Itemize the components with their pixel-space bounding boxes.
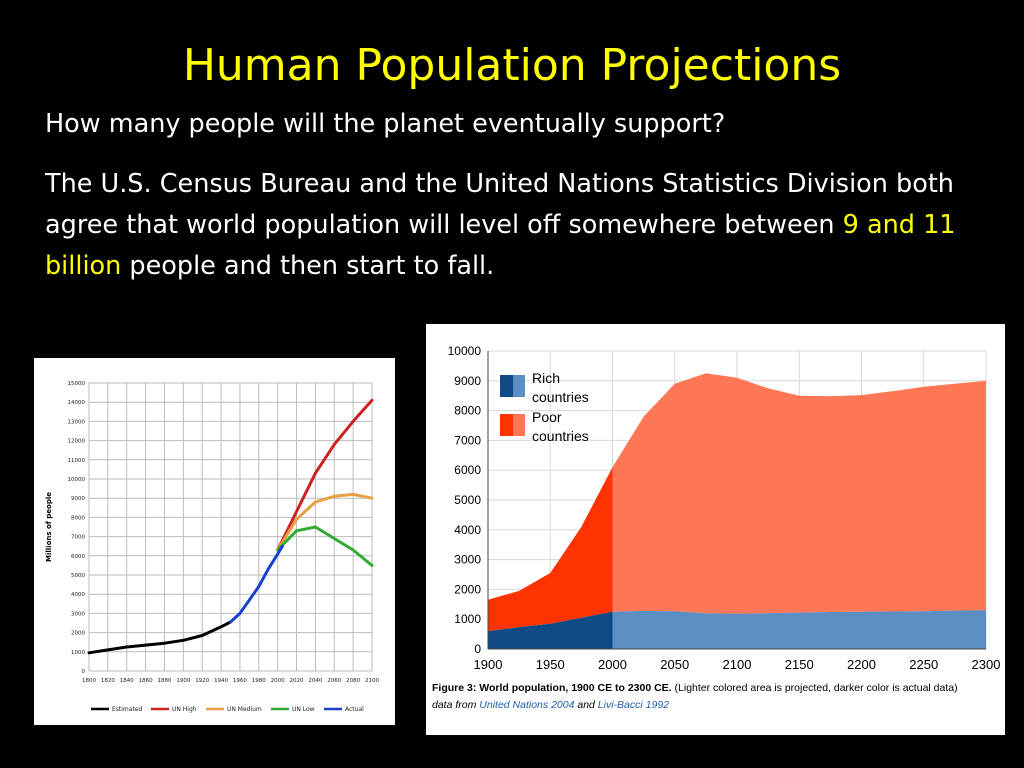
y-tick-label: 3000 [71, 611, 85, 617]
x-tick-label: 2100 [365, 678, 379, 684]
y-tick-label: 11000 [68, 458, 86, 464]
y-tick-label: 12000 [68, 439, 86, 445]
y-tick-label: 4000 [454, 523, 481, 537]
y-tick-label: 7000 [71, 535, 85, 541]
legend-label: UN Medium [227, 706, 262, 713]
series-line-un-high [276, 398, 374, 552]
slide-title: Human Population Projections [182, 40, 842, 91]
x-tick-label: 1960 [233, 678, 247, 684]
caption-source: data from United Nations 2004 and Livi-B… [432, 699, 669, 711]
x-tick-label: 1860 [139, 678, 153, 684]
x-tick-label: 2300 [972, 657, 1001, 672]
legend-label: Rich [532, 370, 560, 386]
y-axis-label: Millions of people [45, 492, 53, 562]
legend-swatch-actual [500, 414, 513, 436]
caption-source-and: and [574, 699, 598, 711]
slide-body: The U.S. Census Bureau and the United Na… [45, 164, 960, 287]
legend-label: Actual [345, 706, 364, 713]
rich-countries-projected-area [612, 610, 986, 649]
x-tick-label: 1900 [474, 657, 503, 672]
y-tick-label: 9000 [454, 374, 481, 388]
x-tick-label: 2150 [785, 657, 814, 672]
caption-note: (Lighter colored area is projected, dark… [671, 682, 958, 694]
x-tick-label: 2080 [346, 678, 360, 684]
world-population-area-chart: 0 1000 2000 3000 4000 5000 6000 7000 8000 9000 100… [426, 324, 1005, 735]
legend-label: UN Low [292, 706, 315, 713]
y-tick-label: 5000 [71, 573, 85, 579]
x-tick-label: 1980 [252, 678, 266, 684]
y-tick-label: 1000 [454, 612, 481, 626]
x-tick-label: 1950 [536, 657, 565, 672]
y-tick-label: 1000 [71, 650, 85, 656]
legend-label: countries [532, 389, 589, 405]
series-line-estimated [87, 620, 232, 655]
area-chart-svg: 0 1000 2000 3000 4000 5000 6000 7000 8000 9000 100… [448, 344, 1001, 672]
y-tick-label: 4000 [71, 592, 85, 598]
un-projection-chart: 1800 1820 1840 1860 1880 1900 1920 1940 1960 1980… [34, 358, 395, 725]
y-tick-label: 9000 [71, 496, 85, 502]
x-tick-label: 2060 [327, 678, 341, 684]
y-tick-label: 6000 [71, 554, 85, 560]
x-tick-label: 2100 [723, 657, 752, 672]
slide-question: How many people will the planet eventual… [45, 109, 726, 139]
poor-countries-projected-area [612, 373, 986, 614]
y-tick-label: 8000 [454, 404, 481, 418]
y-tick-label: 2000 [454, 582, 481, 596]
x-tick-label: 2200 [847, 657, 876, 672]
x-tick-label: 1800 [82, 678, 96, 684]
x-tick-label: 1940 [214, 678, 228, 684]
series-line-un-medium [276, 492, 374, 552]
legend-label: UN High [172, 706, 197, 713]
series-line-actual [229, 544, 284, 624]
y-tick-label: 0 [82, 669, 86, 675]
y-tick-label: 10000 [448, 344, 482, 358]
x-tick-label: 1900 [176, 678, 190, 684]
figure-caption: Figure 3: World population, 1900 CE to 2… [432, 680, 992, 714]
x-tick-label: 1840 [120, 678, 134, 684]
y-tick-label: 14000 [68, 400, 86, 406]
y-tick-label: 3000 [454, 553, 481, 567]
y-tick-label: 6000 [454, 463, 481, 477]
caption-title: Figure 3: World population, 1900 CE to 2… [432, 682, 672, 694]
legend-swatch-projected [513, 414, 525, 436]
y-tick-label: 2000 [71, 631, 85, 637]
y-tick-label: 8000 [71, 515, 85, 521]
x-tick-label: 2000 [598, 657, 627, 672]
legend-swatch-projected [513, 375, 525, 397]
x-tick-label: 2000 [271, 678, 285, 684]
y-tick-label: 5000 [454, 493, 481, 507]
body-text-end: people and then start to fall. [121, 251, 495, 281]
series-line-un-low [276, 525, 374, 567]
legend-label: countries [532, 428, 589, 444]
body-highlight: 9 and 11 billion [45, 210, 956, 281]
legend-label: Poor [532, 409, 562, 425]
y-tick-label: 15000 [68, 381, 86, 387]
poor-countries-actual-area [488, 467, 613, 632]
x-tick-label: 1820 [101, 678, 115, 684]
rich-countries-actual-area [488, 611, 613, 649]
x-tick-label: 2040 [308, 678, 322, 684]
legend-swatch-actual [500, 375, 513, 397]
x-tick-label: 1920 [195, 678, 209, 684]
y-tick-label: 13000 [68, 419, 86, 425]
x-tick-label: 2250 [909, 657, 938, 672]
x-tick-label: 2020 [290, 678, 304, 684]
y-tick-label: 10000 [68, 477, 86, 483]
y-tick-label: 0 [474, 642, 481, 656]
body-text-start: The U.S. Census Bureau and the United Na… [45, 169, 954, 240]
caption-source-prefix: data from [432, 699, 480, 711]
source-link-livi-bacci-1992[interactable]: Livi-Bacci 1992 [597, 699, 669, 711]
source-link-un-2004[interactable]: United Nations 2004 [479, 699, 575, 711]
legend-label: Estimated [112, 706, 143, 713]
y-tick-label: 7000 [454, 433, 481, 447]
line-chart-svg: 1800 1820 1840 1860 1880 1900 1920 1940 1960 1980… [45, 381, 379, 713]
x-tick-label: 1880 [157, 678, 171, 684]
x-tick-label: 2050 [660, 657, 689, 672]
